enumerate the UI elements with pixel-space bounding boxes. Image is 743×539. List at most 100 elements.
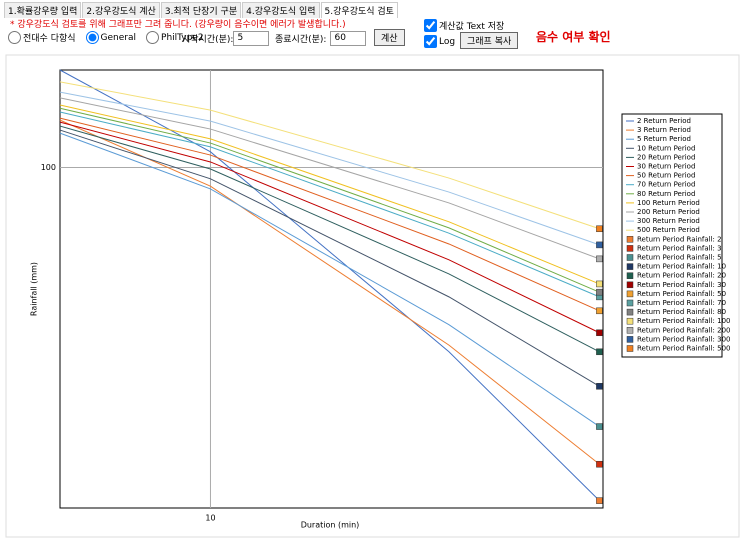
series-line bbox=[59, 111, 600, 298]
legend-label: 200 Return Period bbox=[637, 208, 700, 216]
legend-swatch bbox=[626, 299, 634, 307]
marker bbox=[596, 307, 603, 315]
legend-swatch bbox=[626, 345, 634, 352]
start-field: 시작시간(분): 5 bbox=[182, 31, 270, 46]
legend-label: Return Period Rainfall: 5 bbox=[637, 254, 722, 262]
marker bbox=[596, 460, 603, 468]
tab[interactable]: 2.강우강도식 계산 bbox=[82, 2, 160, 18]
marker bbox=[596, 255, 603, 263]
copy-wrap: 그래프 복사 bbox=[460, 32, 519, 49]
legend-label: Return Period Rainfall: 50 bbox=[637, 290, 726, 298]
legend-label: 10 Return Period bbox=[637, 144, 695, 152]
legend-label: 100 Return Period bbox=[637, 199, 700, 207]
series-line bbox=[59, 104, 600, 285]
legend-swatch bbox=[626, 327, 634, 334]
legend-swatch bbox=[626, 290, 634, 298]
legend-swatch bbox=[626, 254, 634, 261]
legend-swatch bbox=[626, 281, 634, 289]
legend-label: Return Period Rainfall: 200 bbox=[637, 326, 730, 334]
legend-label: 20 Return Period bbox=[637, 153, 695, 161]
y-axis-label: Rainfall (mm) bbox=[30, 262, 39, 316]
tab[interactable]: 1.확률강우량 입력 bbox=[4, 2, 82, 18]
plot-frame bbox=[59, 69, 604, 509]
legend-swatch bbox=[626, 308, 634, 316]
legend-label: 300 Return Period bbox=[637, 217, 700, 225]
tab-bar: 1.확률강우량 입력 2.강우강도식 계산 3.최적 단장기 구분 4.강우강도… bbox=[4, 2, 399, 18]
legend-label: 50 Return Period bbox=[637, 172, 695, 180]
tab[interactable]: 5.강우강도식 검토 bbox=[320, 2, 398, 18]
series-line bbox=[59, 107, 600, 293]
marker bbox=[596, 423, 603, 430]
series-line bbox=[59, 132, 600, 427]
tab[interactable]: 4.강우강도식 입력 bbox=[242, 2, 320, 18]
log-option: Log bbox=[424, 35, 455, 48]
legend-label: Return Period Rainfall: 20 bbox=[637, 272, 726, 280]
legend-label: Return Period Rainfall: 10 bbox=[637, 263, 726, 271]
x-axis-label: Duration (min) bbox=[301, 521, 360, 530]
end-input[interactable]: 60 bbox=[330, 31, 367, 46]
legend-label: Return Period Rainfall: 80 bbox=[637, 308, 726, 316]
checkbox[interactable] bbox=[424, 35, 437, 48]
checkbox-label: Log bbox=[439, 36, 456, 47]
legend-swatch bbox=[626, 336, 634, 343]
check-label[interactable]: 음수 여부 확인 bbox=[536, 30, 611, 44]
marker bbox=[596, 288, 603, 296]
legend-label: Return Period Rainfall: 70 bbox=[637, 299, 726, 307]
radio[interactable] bbox=[85, 31, 99, 44]
legend-label: 70 Return Period bbox=[637, 181, 695, 189]
legend-label: Return Period Rainfall: 100 bbox=[637, 317, 730, 325]
legend-label: 5 Return Period bbox=[637, 135, 691, 143]
series-line bbox=[59, 117, 600, 312]
marker bbox=[596, 348, 603, 356]
legend-label: 3 Return Period bbox=[637, 126, 691, 134]
marker bbox=[596, 383, 603, 390]
radio[interactable] bbox=[146, 31, 160, 44]
marker bbox=[596, 329, 603, 337]
copy-button[interactable]: 그래프 복사 bbox=[460, 32, 519, 49]
tab[interactable]: 3.최적 단장기 구분 bbox=[160, 2, 242, 18]
legend-label: 80 Return Period bbox=[637, 190, 695, 198]
legend-label: 500 Return Period bbox=[637, 226, 700, 234]
note: * 강우강도식 검토를 위해 그래프만 그려 줍니다. (강우량이 음수이면 에… bbox=[10, 20, 346, 30]
x-tick-label: 10 bbox=[205, 514, 215, 523]
marker bbox=[596, 225, 603, 233]
radio-label: General bbox=[100, 32, 137, 43]
legend-label: Return Period Rainfall: 30 bbox=[637, 281, 726, 289]
legend-label: 2 Return Period bbox=[637, 117, 691, 125]
end-field: 종료시간(분): 60 bbox=[275, 31, 367, 46]
legend bbox=[621, 113, 723, 358]
legend-label: Return Period Rainfall: 3 bbox=[637, 244, 722, 252]
legend-label: 30 Return Period bbox=[637, 163, 695, 171]
legend-swatch bbox=[626, 245, 634, 252]
marker bbox=[596, 241, 603, 249]
legend-swatch bbox=[626, 272, 634, 279]
radio-group: 전대수 다항식 General PhilType2 bbox=[8, 31, 204, 44]
legend-label: Return Period Rainfall: 500 bbox=[637, 345, 730, 353]
checkbox[interactable] bbox=[424, 19, 437, 32]
series-line bbox=[59, 69, 600, 501]
calc-wrap: 계산 bbox=[374, 29, 405, 46]
end-label: 종료시간(분): bbox=[275, 35, 327, 45]
series-line bbox=[59, 125, 600, 353]
start-input[interactable]: 5 bbox=[233, 31, 270, 46]
series-line bbox=[59, 129, 600, 387]
radio[interactable] bbox=[8, 31, 21, 44]
series-line bbox=[59, 121, 600, 334]
marker bbox=[596, 280, 603, 288]
radio-label: PhilType2 bbox=[161, 32, 204, 43]
legend-label: Return Period Rainfall: 2 bbox=[637, 235, 722, 243]
series-line bbox=[59, 81, 600, 230]
marker bbox=[596, 497, 603, 504]
legend-swatch bbox=[626, 317, 634, 325]
legend-swatch bbox=[626, 263, 634, 270]
series-line bbox=[59, 91, 600, 246]
calc-button[interactable]: 계산 bbox=[374, 29, 405, 46]
series-line bbox=[59, 119, 600, 465]
series-line bbox=[59, 97, 600, 260]
legend-label: Return Period Rainfall: 300 bbox=[637, 335, 730, 343]
y-tick-label: 100 bbox=[41, 163, 56, 172]
radio-label: 전대수 다항식 bbox=[23, 34, 76, 44]
save-text: 계산값 Text 저장 bbox=[424, 19, 504, 32]
